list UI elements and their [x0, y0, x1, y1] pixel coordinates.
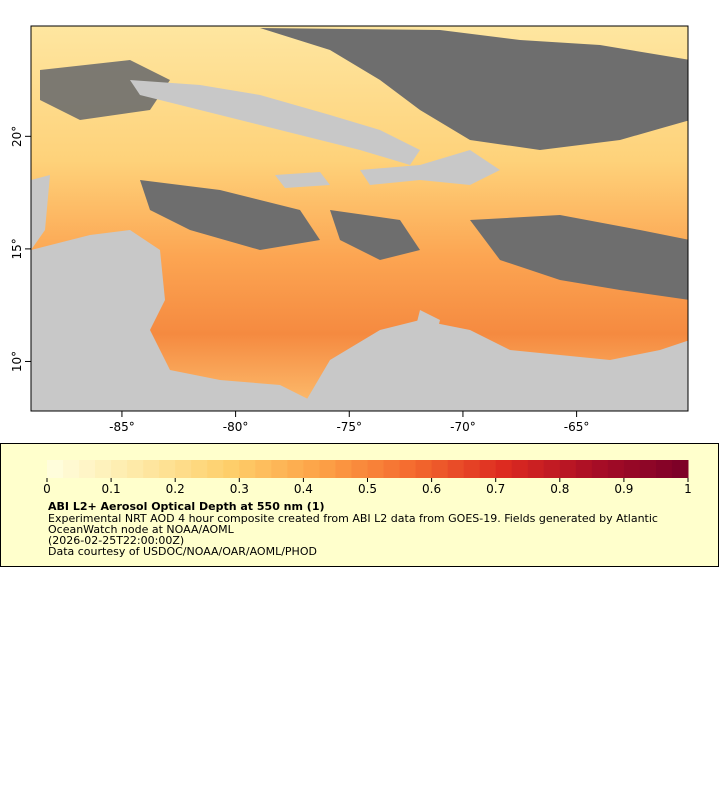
colorbar-step: [591, 460, 609, 478]
legend-line: Experimental NRT AOD 4 hour composite cr…: [48, 512, 658, 525]
colorbar-step: [511, 460, 529, 478]
colorbar-step: [175, 460, 192, 478]
x-tick-label: -85°: [109, 420, 135, 434]
colorbar-tick-label: 0.8: [550, 482, 569, 496]
colorbar-step: [95, 460, 112, 478]
y-tick-label: 10°: [10, 351, 24, 372]
x-tick-label: -80°: [223, 420, 249, 434]
map-frame: [30, 25, 689, 412]
colorbar-step: [447, 460, 465, 478]
colorbar-tick-label: 0.6: [422, 482, 441, 496]
colorbar-step: [623, 460, 641, 478]
colorbar-step: [79, 460, 96, 478]
colorbar-step: [431, 460, 449, 478]
legend-line: OceanWatch node at NOAA/AOML: [48, 523, 235, 536]
legend-line: (2026-02-25T22:00:00Z): [48, 534, 184, 547]
colorbar-step: [63, 460, 80, 478]
colorbar-step: [207, 460, 224, 478]
colorbar-tick-label: 0.7: [486, 482, 505, 496]
colorbar-step: [255, 460, 272, 478]
colorbar-step: [271, 460, 288, 478]
colorbar-step: [239, 460, 256, 478]
colorbar-step: [367, 460, 385, 478]
colorbar-step: [415, 460, 433, 478]
legend-title: ABI L2+ Aerosol Optical Depth at 550 nm …: [48, 500, 325, 513]
colorbar-step: [639, 460, 657, 478]
colorbar-step: [479, 460, 497, 478]
map-raster: [31, 26, 688, 411]
colorbar-step: [143, 460, 160, 478]
colorbar-step: [111, 460, 128, 478]
colorbar-tick-label: 0.2: [166, 482, 185, 496]
colorbar-step: [463, 460, 481, 478]
x-tick-label: -65°: [564, 420, 590, 434]
map-axes: -85° -80° -75° -70° -65° 10° 15° 20°: [10, 126, 589, 434]
colorbar-step: [383, 460, 401, 478]
y-tick-label: 20°: [10, 126, 24, 147]
colorbar-step: [319, 460, 336, 478]
colorbar-step: [335, 460, 352, 478]
colorbar-tick-label: 0.3: [230, 482, 249, 496]
x-tick-label: -70°: [450, 420, 476, 434]
colorbar-step: [191, 460, 208, 478]
legend-line: Data courtesy of USDOC/NOAA/OAR/AOML/PHO…: [48, 545, 317, 558]
colorbar-step: [127, 460, 144, 478]
colorbar-step: [671, 460, 689, 478]
colorbar-step: [159, 460, 176, 478]
colorbar-step: [47, 460, 64, 478]
x-tick-label: -75°: [336, 420, 362, 434]
colorbar-tick-label: 0: [43, 482, 51, 496]
colorbar-step: [607, 460, 625, 478]
colorbar-step: [223, 460, 240, 478]
colorbar-step: [495, 460, 513, 478]
colorbar-tick-label: 0.9: [614, 482, 633, 496]
colorbar-step: [655, 460, 673, 478]
y-tick-label: 15°: [10, 238, 24, 259]
colorbar-step: [543, 460, 561, 478]
colorbar-tick-label: 0.5: [358, 482, 377, 496]
colorbar-step: [559, 460, 577, 478]
colorbar-step: [303, 460, 320, 478]
colorbar-tick-label: 0.1: [102, 482, 121, 496]
colorbar-tick-label: 1: [684, 482, 692, 496]
colorbar-tick-label: 0.4: [294, 482, 313, 496]
colorbar: 0 0.1 0.2 0.3 0.4 0.5 0.6 0.7 0.8 0.9 1: [43, 460, 692, 496]
colorbar-step: [527, 460, 545, 478]
colorbar-step: [287, 460, 304, 478]
colorbar-step: [399, 460, 417, 478]
colorbar-step: [351, 460, 368, 478]
colorbar-step: [575, 460, 593, 478]
